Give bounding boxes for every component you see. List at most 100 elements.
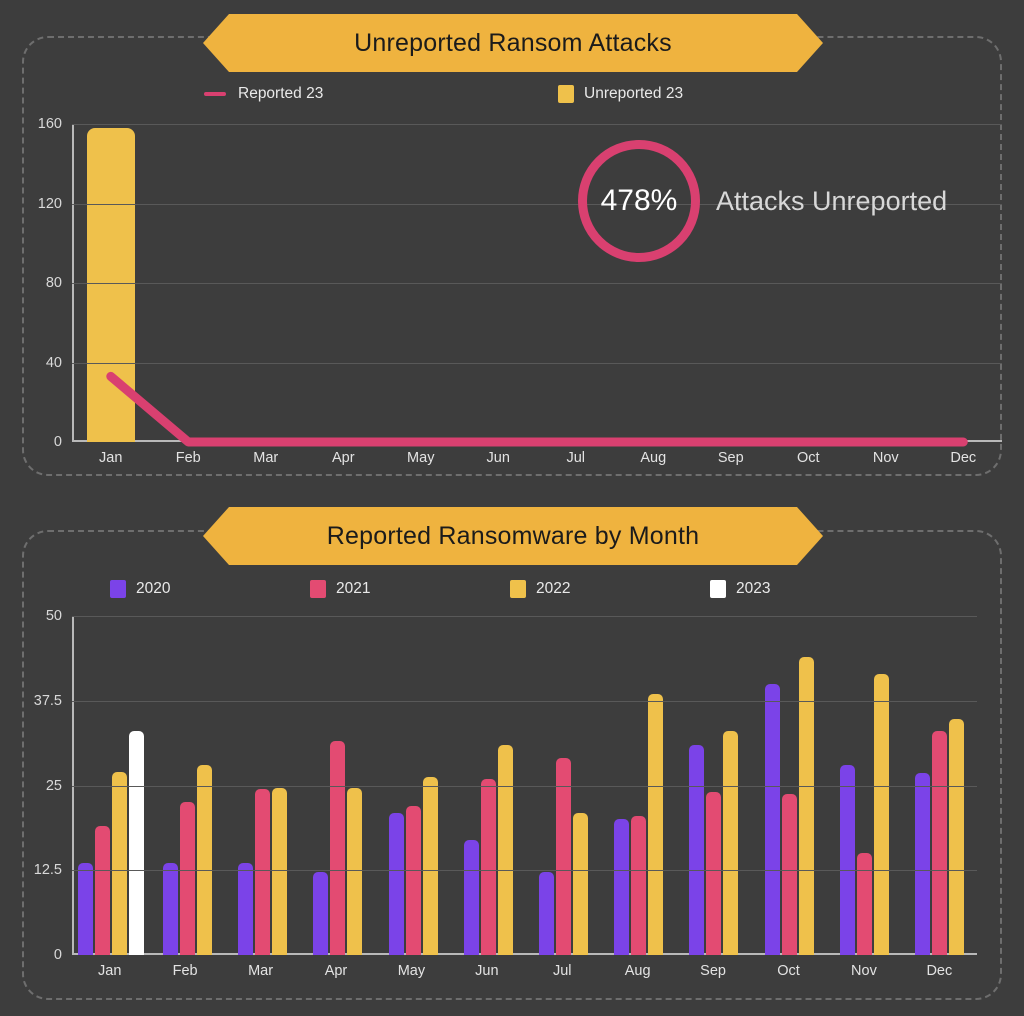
- kpi-caption: Attacks Unreported: [716, 185, 948, 216]
- bar[interactable]: [180, 802, 196, 955]
- panel-title-banner-bottom: Reported Ransomware by Month: [203, 507, 823, 565]
- box-swatch-icon: [110, 580, 126, 598]
- bar[interactable]: [798, 656, 814, 955]
- bar[interactable]: [112, 771, 127, 955]
- x-tick-label: Nov: [872, 450, 899, 466]
- legend-item-2021[interactable]: 2021: [310, 580, 510, 598]
- gridline: [72, 124, 1002, 125]
- legend-label: 2022: [536, 580, 571, 597]
- bar[interactable]: [255, 788, 271, 955]
- x-tick-label: Apr: [324, 963, 348, 979]
- bar[interactable]: [556, 758, 572, 955]
- x-tick-label: May: [397, 963, 426, 979]
- bar[interactable]: [614, 819, 630, 955]
- y-tick-label: 120: [37, 195, 62, 212]
- legend-item-2022[interactable]: 2022: [510, 580, 710, 598]
- bar[interactable]: [272, 787, 288, 955]
- x-tick-label: Oct: [777, 963, 800, 979]
- bar[interactable]: [948, 719, 964, 955]
- bar[interactable]: [78, 863, 93, 955]
- x-axis-labels: Jan Feb Mar Apr May Jun Jul Aug Sep Oct Nov Dec: [72, 955, 977, 979]
- page-title-bottom: Reported Ransomware by Month: [326, 521, 700, 550]
- bar[interactable]: [347, 787, 363, 955]
- bar[interactable]: [856, 853, 872, 955]
- y-tick-label: 25: [45, 777, 62, 794]
- bar[interactable]: [129, 731, 144, 955]
- x-tick-label: Oct: [796, 450, 820, 466]
- x-tick-label: Sep: [717, 450, 744, 466]
- legend-label: 2023: [736, 580, 771, 597]
- bar[interactable]: [163, 863, 179, 955]
- y-tick-label: 50: [45, 608, 62, 624]
- x-tick-label: Dec: [926, 963, 953, 979]
- x-tick-label: Jul: [552, 963, 572, 979]
- y-tick-label: 12.5: [33, 862, 62, 879]
- y-tick-label: 40: [45, 354, 62, 371]
- bar[interactable]: [422, 777, 438, 955]
- bar[interactable]: [480, 778, 496, 955]
- bar[interactable]: [931, 731, 947, 955]
- line-series-reported: [106, 371, 968, 447]
- bar-group: [300, 616, 375, 955]
- bar[interactable]: [689, 744, 705, 955]
- bar[interactable]: [839, 765, 855, 955]
- bar-group: [526, 616, 601, 955]
- legend-item-2023[interactable]: 2023: [710, 580, 770, 598]
- legend-item-2020[interactable]: 2020: [110, 580, 310, 598]
- bar-group: [902, 616, 977, 955]
- box-swatch-icon: [510, 580, 526, 598]
- bar-group: [752, 616, 827, 955]
- bar-group: [601, 616, 676, 955]
- y-tick-label: 160: [37, 116, 62, 132]
- bar[interactable]: [197, 765, 213, 955]
- x-axis-line: [72, 953, 977, 955]
- bar[interactable]: [463, 839, 479, 955]
- bar[interactable]: [313, 872, 329, 955]
- x-tick-label: Aug: [640, 450, 667, 466]
- legend-item-unreported-23[interactable]: Unreported 23: [558, 85, 683, 103]
- bar[interactable]: [238, 863, 254, 955]
- bar[interactable]: [914, 773, 930, 955]
- bar[interactable]: [764, 683, 780, 955]
- legend-item-reported-23[interactable]: Reported 23: [204, 85, 558, 103]
- bar[interactable]: [723, 731, 739, 955]
- box-swatch-icon: [558, 85, 574, 103]
- gridline: [72, 785, 977, 787]
- bar[interactable]: [573, 812, 589, 955]
- bar[interactable]: [631, 816, 647, 955]
- chart-reported-ransomware-by-month: Jan Feb Mar Apr May Jun Jul Aug Sep Oct Nov Dec 0 12…: [34, 608, 977, 979]
- gridline: [72, 362, 1002, 364]
- bar[interactable]: [781, 793, 797, 955]
- bar[interactable]: [95, 826, 110, 955]
- bar-group: [676, 616, 751, 955]
- bar-group: [827, 616, 902, 955]
- gridline: [72, 700, 977, 702]
- bar[interactable]: [388, 812, 404, 955]
- bar[interactable]: [497, 744, 513, 955]
- x-tick-label: Apr: [331, 450, 355, 466]
- gridline: [72, 870, 977, 872]
- x-tick-label: Mar: [253, 450, 279, 466]
- bar[interactable]: [873, 673, 889, 955]
- bar-group: [72, 616, 150, 955]
- legend-label: Reported 23: [238, 85, 324, 102]
- x-tick-label: Feb: [172, 963, 198, 979]
- bar[interactable]: [330, 741, 346, 955]
- x-tick-label: May: [407, 450, 435, 466]
- bar[interactable]: [648, 693, 664, 955]
- x-tick-label: Jun: [475, 963, 499, 979]
- x-tick-label: Feb: [175, 450, 201, 466]
- x-tick-label: Dec: [950, 450, 977, 466]
- bar[interactable]: [706, 792, 722, 955]
- y-tick-label: 80: [45, 275, 62, 291]
- bar[interactable]: [405, 805, 421, 955]
- bar[interactable]: [539, 872, 555, 955]
- x-tick-label: Mar: [248, 963, 274, 979]
- line-path: [106, 371, 968, 447]
- chart-unreported-ransom-attacks: Jan Feb Mar Apr May Jun Jul Aug Sep Oct Nov Dec 0 40…: [38, 116, 1002, 466]
- x-tick-label: Nov: [851, 963, 877, 979]
- x-tick-label: Jan: [99, 450, 123, 466]
- x-tick-label: Jan: [98, 963, 122, 979]
- y-tick-label: 37.5: [33, 692, 62, 709]
- x-axis-labels: Jan Feb Mar Apr May Jun Jul Aug Sep Oct Nov Dec: [72, 442, 1002, 466]
